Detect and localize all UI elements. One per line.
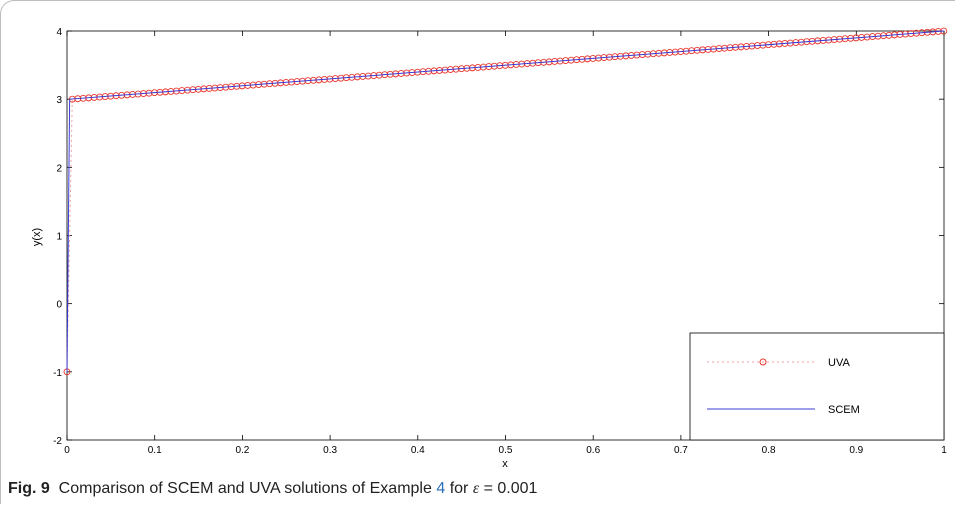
y-tick-label: -1 [53, 368, 62, 379]
epsilon-value: 0.001 [497, 480, 538, 497]
example-link[interactable]: 4 [436, 480, 446, 497]
y-tick-label: 4 [56, 27, 62, 38]
caption-text: Comparison of SCEM and UVA solutions of … [58, 480, 432, 497]
scem-series-line [66, 30, 945, 372]
equals-sign: = [483, 480, 493, 497]
y-axis-label: y(x) [31, 228, 43, 246]
epsilon-symbol: ε [472, 480, 480, 497]
y-tick-label: 0 [56, 300, 62, 311]
legend-scem-label: SCEM [828, 404, 860, 416]
legend: UVA SCEM [689, 332, 945, 441]
x-tick-label: 0.4 [411, 445, 425, 456]
x-tick-label: 0.5 [499, 445, 513, 456]
x-tick-label: 0.1 [148, 445, 162, 456]
x-tick-label: 0.2 [235, 445, 249, 456]
legend-uva-label: UVA [828, 357, 850, 369]
x-tick-label: 0 [64, 445, 70, 456]
y-tick-label: -2 [53, 436, 62, 447]
axis-ticks: 0 0.1 0.2 0.3 0.4 0.5 0.6 0.7 0.8 0.9 1 -2 -1 0 1 2 3 4 [53, 27, 947, 456]
x-tick-label: 0.8 [762, 445, 776, 456]
x-tick-label: 0.3 [323, 445, 337, 456]
x-tick-label: 1 [941, 445, 947, 456]
x-tick-label: 0.7 [674, 445, 688, 456]
x-tick-label: 0.6 [586, 445, 600, 456]
y-tick-label: 2 [56, 163, 62, 174]
y-tick-label: 1 [56, 232, 62, 243]
series-layer [63, 27, 948, 376]
figure-caption: Fig. 9 Comparison of SCEM and UVA soluti… [8, 480, 537, 498]
caption-label: Fig. 9 [8, 480, 50, 497]
x-axis-label: x [502, 458, 508, 470]
caption-text-after: for [449, 480, 469, 497]
legend-uva-marker [759, 358, 767, 366]
x-tick-label: 0.9 [849, 445, 863, 456]
y-tick-label: 3 [56, 95, 62, 106]
legend-box [689, 332, 945, 441]
uva-series-line [66, 30, 945, 372]
